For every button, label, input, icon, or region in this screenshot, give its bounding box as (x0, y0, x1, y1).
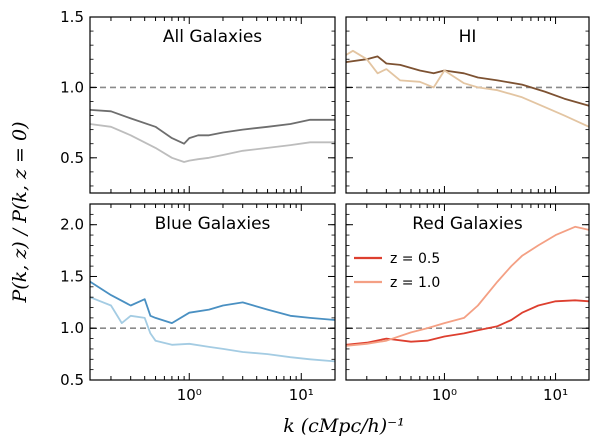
series-line-2 (90, 297, 335, 361)
legend-label: z = 0.5 (390, 251, 440, 267)
legend-label: z = 1.0 (390, 275, 440, 291)
series-line-2 (90, 124, 335, 162)
panel-title: HI (459, 27, 477, 47)
panel-4: 10⁰ 10¹ Red Galaxies z = 0.5 z = 1.0 (346, 204, 589, 404)
series-line-1 (90, 282, 335, 324)
y-tick-label: 1.0 (60, 319, 84, 337)
panel-1: 0.5 1.0 1.5 All Galaxies (60, 8, 335, 193)
y-tick-label: 1.0 (60, 78, 84, 96)
y-tick-label: 0.5 (60, 371, 84, 389)
panel-3: 0.5 1.0 1.5 2.0 10⁰ 10¹ Blue Galaxies (60, 204, 335, 404)
y-tick-label: 0.5 (60, 149, 84, 167)
y-axis-label: P(k, z) / P(k, z = 0) (9, 122, 31, 304)
x-tick-label: 10⁰ (432, 386, 457, 404)
y-tick-label: 1.5 (60, 267, 84, 285)
x-tick-label: 10¹ (289, 386, 314, 404)
series-line-1 (346, 300, 589, 345)
series-line-1 (346, 56, 589, 105)
series-line-2 (346, 51, 589, 127)
y-tick-label: 2.0 (60, 216, 84, 234)
panel-2: HI (346, 17, 589, 193)
x-tick-label: 10¹ (543, 386, 568, 404)
series-line-1 (90, 110, 335, 144)
panel-title: All Galaxies (163, 27, 262, 47)
x-axis-label: k (cMpc/h)⁻¹ (283, 415, 405, 437)
panel-title: Blue Galaxies (155, 214, 271, 234)
y-tick-label: 1.5 (60, 8, 84, 26)
panel-title: Red Galaxies (412, 214, 523, 234)
x-tick-label: 10⁰ (177, 386, 202, 404)
